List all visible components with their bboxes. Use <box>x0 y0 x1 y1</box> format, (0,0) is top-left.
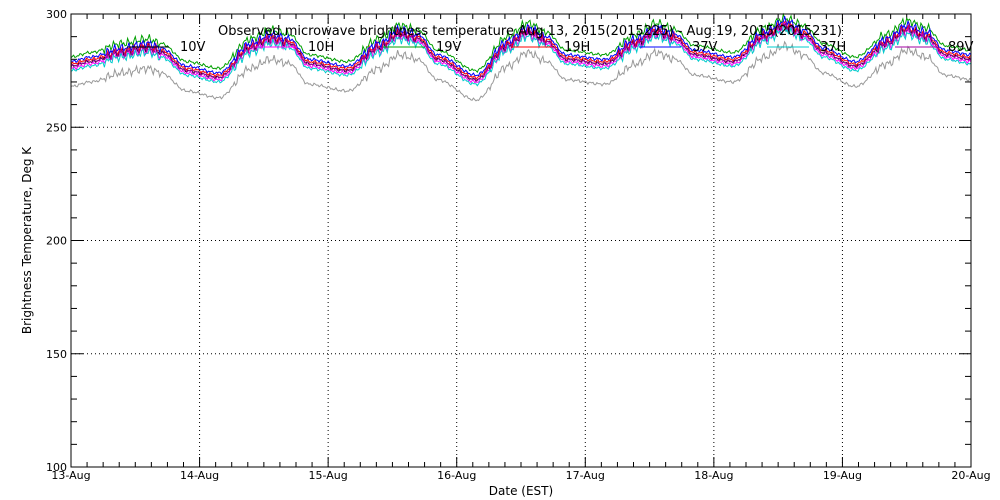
series-lines <box>70 12 972 102</box>
y-tick-label: 100 <box>46 461 67 474</box>
x-tick-label: 18-Aug <box>694 469 733 482</box>
x-tick-label: 15-Aug <box>309 469 348 482</box>
series-line-19v <box>70 12 972 74</box>
plot-frame <box>70 13 972 468</box>
y-axis-label: Brightness Temperature, Deg K <box>20 146 34 334</box>
series-line-89v <box>70 21 972 82</box>
series-line-37v <box>70 15 972 77</box>
chart-title: Observed microwave brightness temperatur… <box>218 24 842 39</box>
x-tick-label: 13-Aug <box>51 469 90 482</box>
legend-label-10v: 10V <box>180 40 206 55</box>
legend-label-19h: 19H <box>564 40 590 55</box>
grid-lines <box>71 14 971 467</box>
y-tick-labels: 100 150 200 250 300 <box>46 8 67 474</box>
legend-label-37h: 37H <box>820 40 846 55</box>
series-line-89h <box>70 40 972 102</box>
legend-label-37v: 37V <box>692 40 718 55</box>
legend-label-19v: 19V <box>436 40 462 55</box>
x-tick-label: 19-Aug <box>823 469 862 482</box>
y-tick-label: 200 <box>46 235 67 248</box>
x-tick-label: 20-Aug <box>951 469 990 482</box>
x-tick-labels: 13-Aug 14-Aug 15-Aug 16-Aug 17-Aug 18-Aug 19-A… <box>51 469 990 482</box>
legend: 10V10H19V19H37V37H89V89H <box>127 40 974 55</box>
y-tick-label: 300 <box>46 8 67 21</box>
x-tick-label: 17-Aug <box>566 469 605 482</box>
legend-label-89v: 89V <box>948 40 974 55</box>
x-tick-label: 16-Aug <box>437 469 476 482</box>
y-tick-label: 250 <box>46 121 67 134</box>
x-tick-label: 14-Aug <box>180 469 219 482</box>
series-line-37h <box>70 26 972 87</box>
x-axis-label: Date (EST) <box>489 484 553 498</box>
legend-label-10h: 10H <box>308 40 334 55</box>
y-tick-label: 150 <box>46 348 67 361</box>
